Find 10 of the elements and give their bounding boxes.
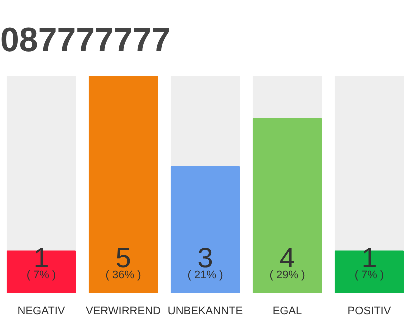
data-label: ( 29% ) <box>270 270 306 282</box>
x-tick-label: EGAL <box>272 306 302 318</box>
x-tick-label: NEGATIV <box>18 306 66 318</box>
data-label: ( 21% ) <box>188 270 224 282</box>
data-label: ( 36% ) <box>106 270 142 282</box>
x-tick-label: POSITIV <box>348 306 392 318</box>
x-tick-label: VERWIRREND <box>86 306 162 318</box>
x-tick-label: UNBEKANNTE <box>168 306 244 318</box>
data-label: ( 7% ) <box>354 270 384 282</box>
chart-title: 087777777 <box>0 22 171 60</box>
